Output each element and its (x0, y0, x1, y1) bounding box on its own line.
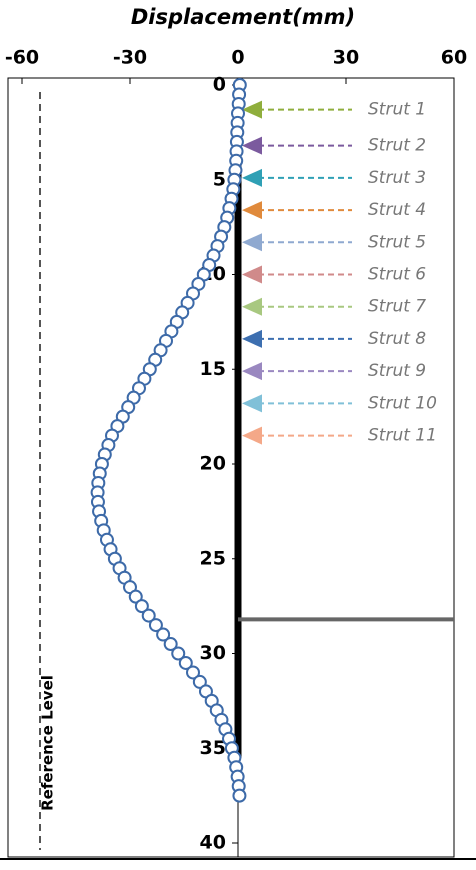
y-tick-label: 40 (200, 832, 226, 854)
x-tick-label: 0 (231, 47, 244, 69)
x-tick-label: 60 (441, 47, 467, 69)
strut-arrow (242, 394, 262, 413)
data-point (186, 665, 200, 680)
reference-label: Reference Level (39, 675, 57, 811)
strut-label: Strut 4 (368, 200, 426, 220)
strut-label: Strut 9 (368, 361, 426, 381)
data-point (232, 788, 247, 803)
strut-arrow (242, 100, 262, 119)
strut-arrow (242, 426, 262, 445)
data-point (171, 646, 186, 661)
y-tick-label: 15 (200, 358, 226, 380)
strut-label: Strut 8 (368, 329, 426, 349)
strut-arrow (242, 136, 262, 155)
strut-label: Strut 10 (368, 393, 437, 413)
strut-label: Strut 2 (368, 136, 426, 156)
strut-arrow (242, 362, 262, 381)
y-tick-label: 20 (200, 453, 226, 475)
data-point (134, 599, 149, 614)
data-point (178, 655, 193, 670)
data-point (192, 674, 207, 689)
y-tick-label: 0 (213, 74, 226, 96)
data-point (156, 627, 171, 642)
strut-label: Strut 3 (368, 168, 426, 188)
data-point (128, 589, 143, 604)
x-tick-label: -30 (113, 47, 147, 69)
data-point (148, 618, 163, 633)
y-tick-label: 30 (200, 642, 226, 664)
strut-label: Strut 7 (368, 297, 426, 317)
strut-arrow (242, 265, 262, 284)
chart-title: Displacement(mm) (131, 5, 355, 29)
x-tick-label: -60 (5, 47, 39, 69)
strut-arrow (242, 329, 262, 348)
data-point (163, 637, 178, 652)
strut-label: Strut 6 (368, 265, 426, 285)
data-point (141, 608, 156, 623)
strut-label: Strut 1 (368, 100, 426, 120)
strut-label: Strut 5 (368, 232, 426, 252)
strut-arrow (242, 201, 262, 220)
y-tick-label: 5 (213, 168, 226, 190)
plot-frame (7, 77, 455, 858)
y-tick-label: 25 (200, 547, 226, 569)
y-tick-label: 35 (200, 737, 226, 759)
strut-arrow (242, 297, 262, 316)
strut-arrow (242, 233, 262, 252)
strut-arrow (242, 168, 262, 187)
x-tick-label: 30 (333, 47, 359, 69)
strut-label: Strut 11 (368, 426, 437, 446)
